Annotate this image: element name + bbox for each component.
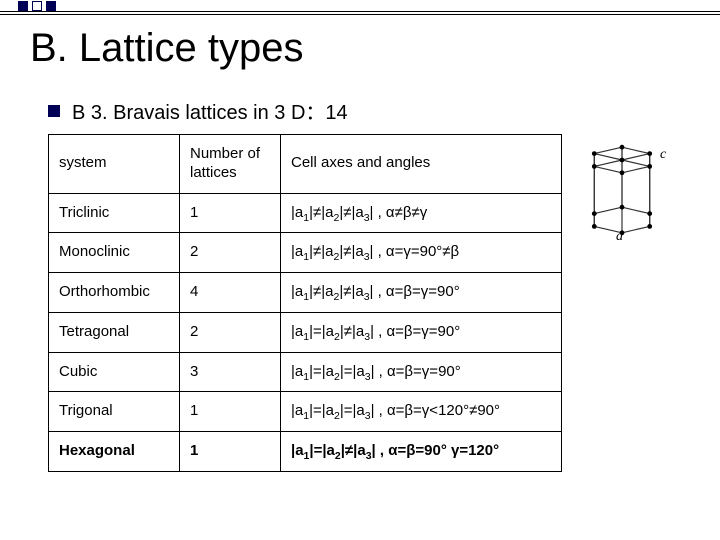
page-title: B. Lattice types [30,26,303,71]
table-row: Monoclinic2|a1|≠|a2|≠|a3| , α=γ=90°≠β [49,233,562,273]
cell-num: 1 [180,193,281,233]
cell-num: 4 [180,273,281,313]
bravais-table: systemNumber of latticesCell axes and an… [48,134,562,472]
table-row: Trigonal1|a1|=|a2|=|a3| , α=β=γ<120°≠90° [49,392,562,432]
ruler-square-icon [18,1,28,11]
col-axes: Cell axes and angles [281,135,562,194]
cell-num: 1 [180,432,281,472]
top-ruler [0,0,720,18]
table-row: Tetragonal2|a1|=|a2|≠|a3| , α=β=γ=90° [49,312,562,352]
subtitle-row: B 3. Bravais lattices in 3 D：14 [48,96,348,125]
table-row: Orthorhombic4|a1|≠|a2|≠|a3| , α=β=γ=90° [49,273,562,313]
cell-axes: |a1|≠|a2|≠|a3| , α=γ=90°≠β [281,233,562,273]
cell-system: Monoclinic [49,233,180,273]
cell-axes: |a1|≠|a2|≠|a3| , α≠β≠γ [281,193,562,233]
table-header-row: systemNumber of latticesCell axes and an… [49,135,562,194]
cell-axes: |a1|≠|a2|≠|a3| , α=β=γ=90° [281,273,562,313]
subtitle-text: B 3. Bravais lattices in 3 D：14 [72,96,348,125]
ruler-square-icon [32,1,42,11]
cell-system: Cubic [49,352,180,392]
table-row: Hexagonal1|a1|=|a2|≠|a3| , α=β=90° γ=120… [49,432,562,472]
cell-axes: |a1|=|a2|=|a3| , α=β=γ=90° [281,352,562,392]
cell-system: Tetragonal [49,312,180,352]
svg-text:c: c [660,147,667,162]
table-row: Cubic3|a1|=|a2|=|a3| , α=β=γ=90° [49,352,562,392]
table-row: Triclinic1|a1|≠|a2|≠|a3| , α≠β≠γ [49,193,562,233]
ruler-line-bot [0,14,720,15]
cell-system: Orthorhombic [49,273,180,313]
slide: B. Lattice types B 3. Bravais lattices i… [0,0,720,540]
cell-num: 2 [180,312,281,352]
cell-system: Triclinic [49,193,180,233]
cell-axes: |a1|=|a2|=|a3| , α=β=γ<120°≠90° [281,392,562,432]
cell-system: Trigonal [49,392,180,432]
svg-text:a: a [616,229,623,244]
cell-axes: |a1|=|a2|≠|a3| , α=β=90° γ=120° [281,432,562,472]
cell-num: 2 [180,233,281,273]
cell-num: 3 [180,352,281,392]
cell-num: 1 [180,392,281,432]
col-num: Number of lattices [180,135,281,194]
hex-cell-figure: ca [566,134,686,246]
cell-system: Hexagonal [49,432,180,472]
ruler-line-top [0,11,720,12]
cell-axes: |a1|=|a2|≠|a3| , α=β=γ=90° [281,312,562,352]
bullet-icon [48,105,60,117]
ruler-square-icon [46,1,56,11]
col-system: system [49,135,180,194]
